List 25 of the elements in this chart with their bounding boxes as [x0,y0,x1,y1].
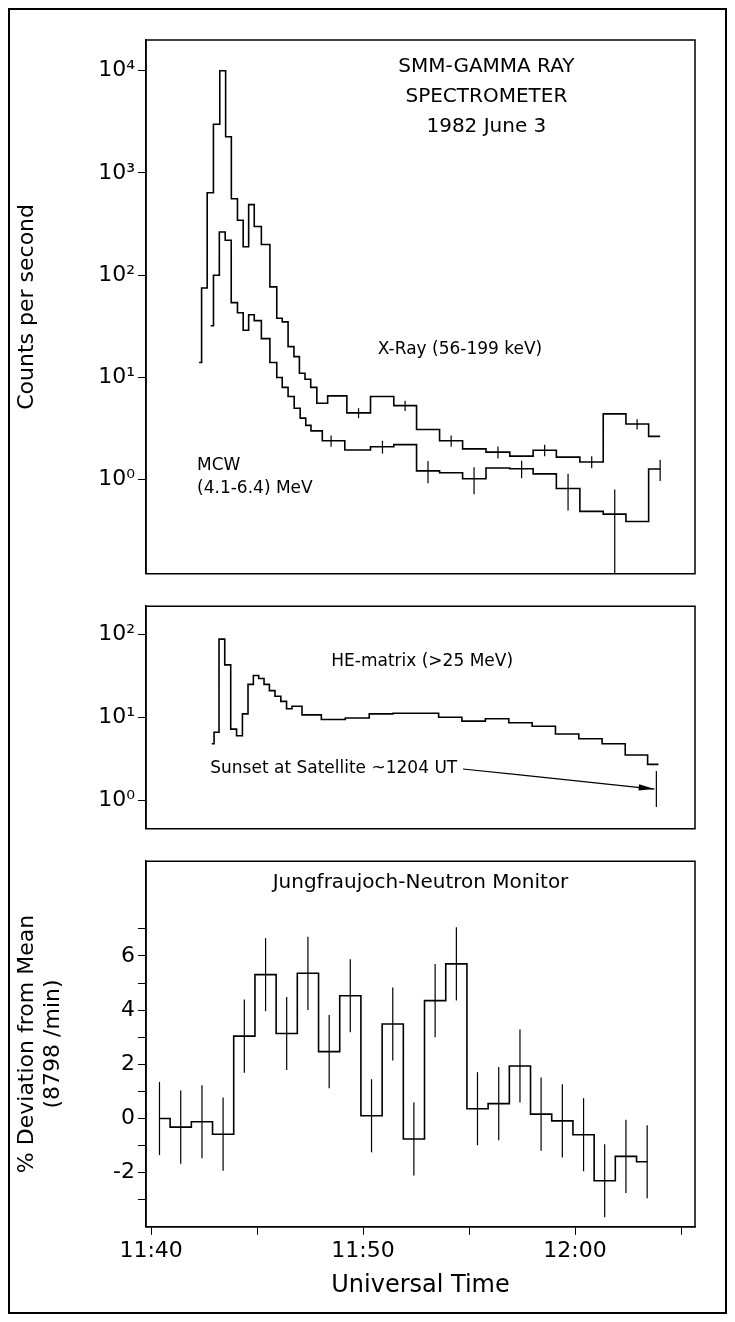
text: SMM-GAMMA RAY SPECTROMETER 1982 June 3 [398,52,576,137]
y-tick-label: 10⁰ [98,465,136,491]
y-tick-label: 10⁴ [98,56,136,82]
y-tick-label: 10³ [98,158,135,184]
x-tick-label: 11:40 [119,1236,183,1262]
y-tick-label: 10¹ [98,703,135,729]
y-axis-title: % Deviation from Mean (8798 /min) [12,914,65,1174]
text: HE-matrix (>25 MeV) [331,650,514,671]
y-tick-label: 4 [121,995,135,1021]
y-tick-label: 2 [121,1050,135,1076]
annotation: Sunset at Satellite ~1204 UT [210,757,458,778]
y-tick-label: -2 [113,1158,135,1184]
y-axis-title: Counts per second [12,204,38,410]
text: Jungfraujoch-Neutron Monitor [270,869,570,894]
x-axis-title: Universal Time [331,1269,510,1298]
x-tick-label: 11:50 [331,1236,395,1262]
x-tick-label: 12:00 [543,1236,607,1262]
y-tick-label: 10¹ [98,363,135,389]
series-label: MCW (4.1-6.4) MeV [197,453,314,497]
text: X-Ray (56-199 keV) [377,338,543,359]
y-tick-label: 10² [98,620,135,646]
y-tick-label: 10⁰ [98,785,136,811]
y-tick-label: 10² [98,260,135,286]
y-tick-label: 6 [121,941,135,967]
y-tick-label: 0 [121,1104,135,1130]
